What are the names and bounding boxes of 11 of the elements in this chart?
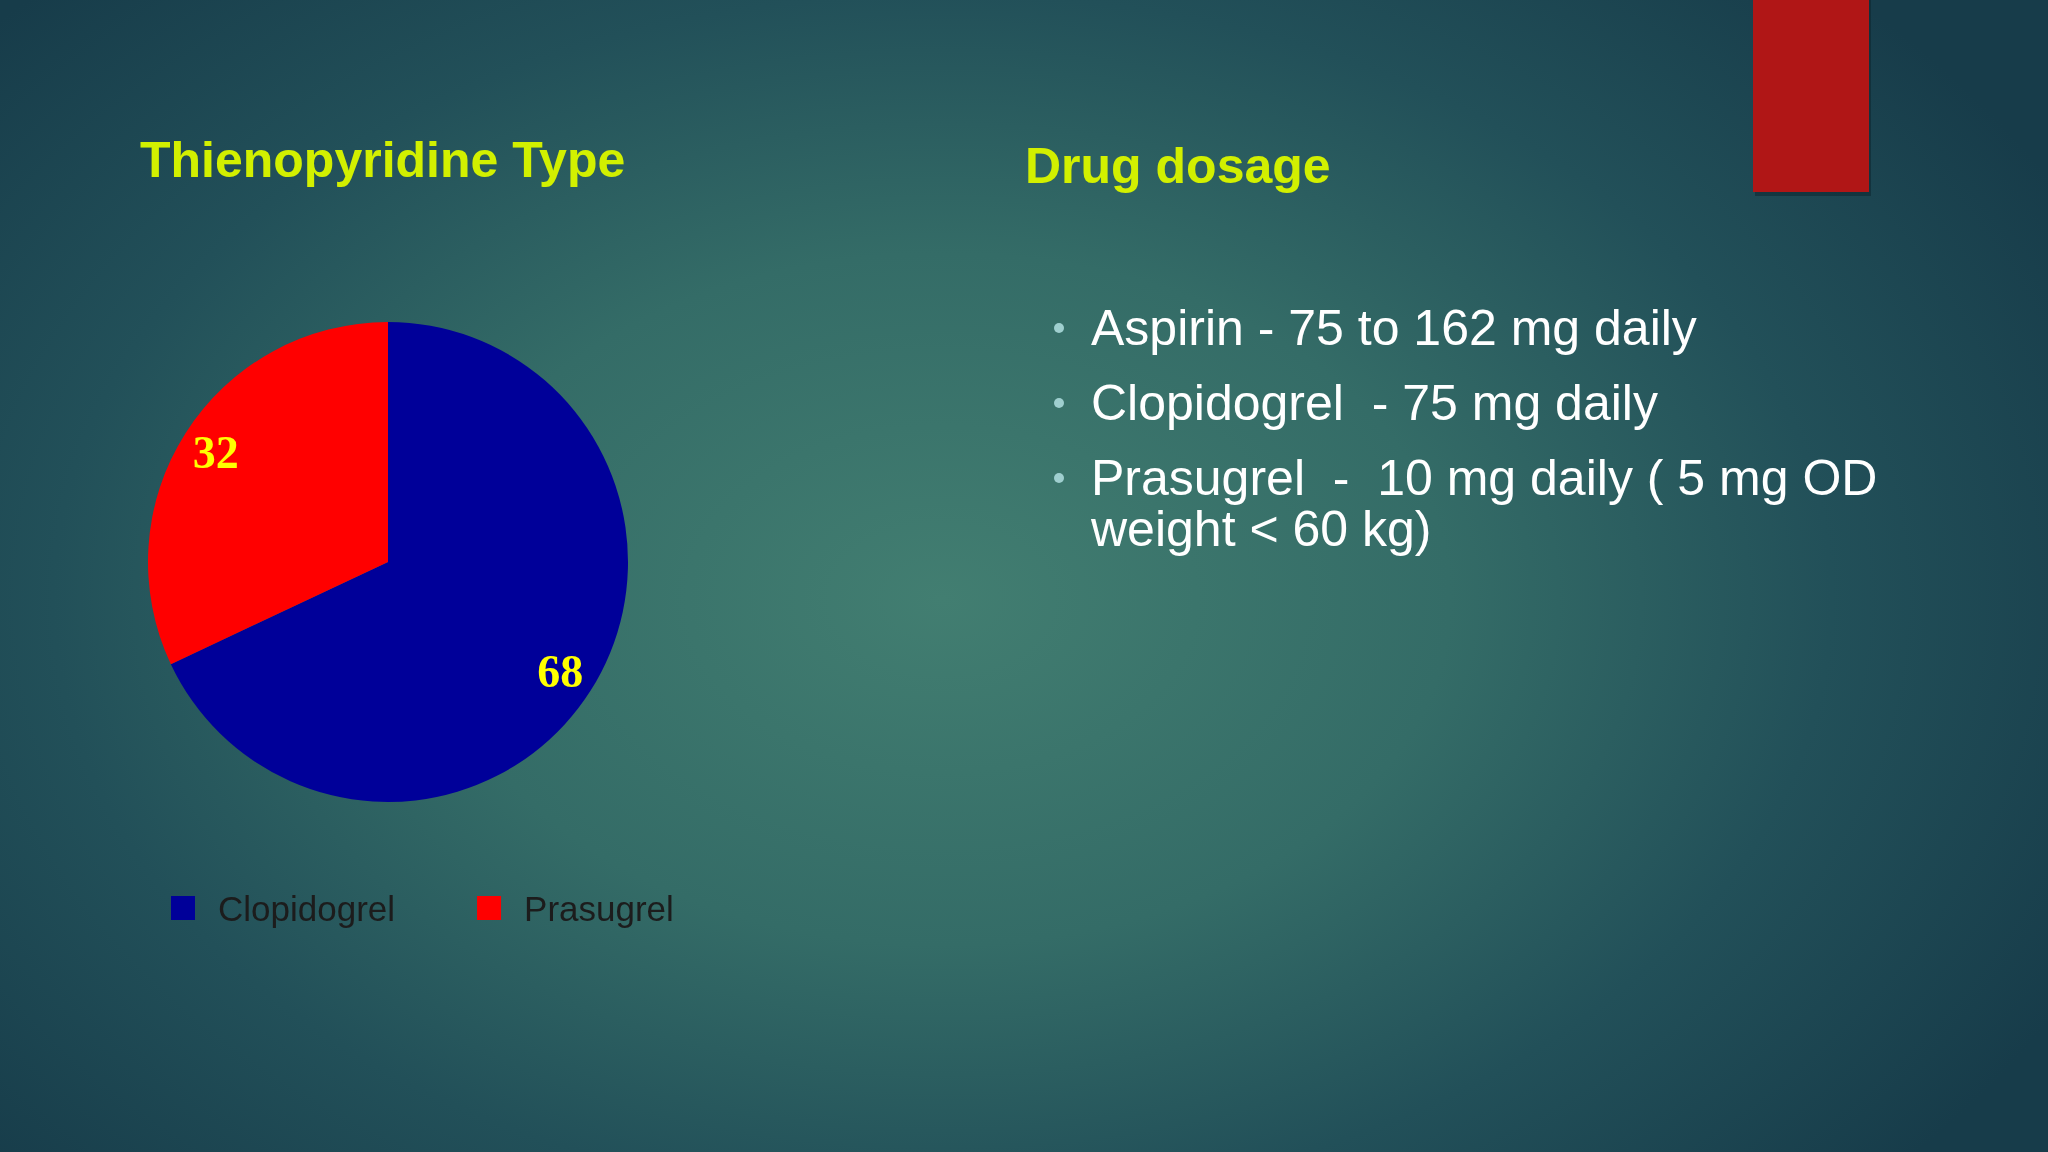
data-label: 32 <box>192 427 239 479</box>
text: Aspirin - 75 to 162 mg daily <box>1091 300 1697 356</box>
data-label: 68 <box>537 645 584 697</box>
pie-slice <box>170 322 628 802</box>
text: Prasugrel - 10 mg daily ( 5 mg OD weight < 60 kg) <box>1090 450 1878 557</box>
text: Clopidogrel - 75 mg daily <box>1091 375 1658 431</box>
pie-slice <box>148 322 388 665</box>
legend-label: Prasugrel <box>524 888 674 928</box>
chart-title: Thienopyridine Type <box>140 132 626 188</box>
text: Drug dosage <box>1025 138 1331 194</box>
legend-label: Clopidogrel <box>218 888 396 928</box>
